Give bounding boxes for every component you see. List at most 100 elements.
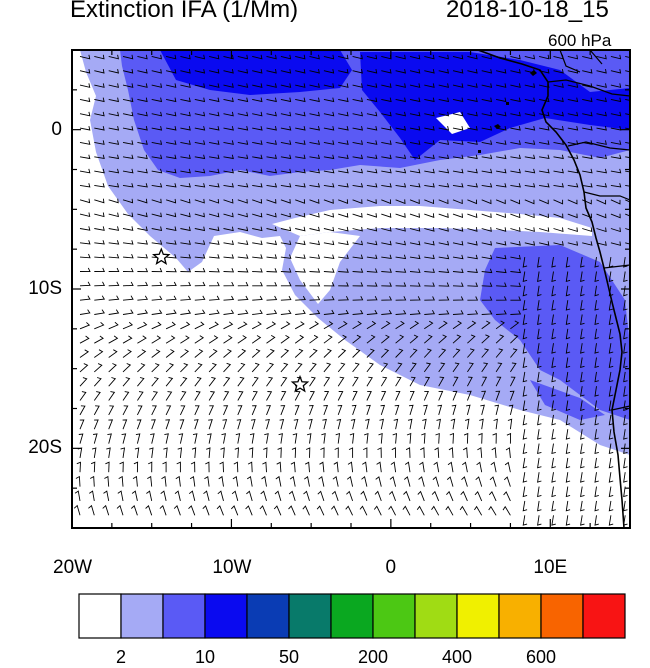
- wind-barb: [165, 335, 176, 344]
- wind-barb: [351, 404, 357, 416]
- wind-barb: [446, 476, 454, 487]
- wind-barb: [108, 183, 120, 188]
- wind-barb: [151, 183, 163, 188]
- wind-barb: [438, 348, 447, 358]
- wind-barb: [323, 83, 335, 88]
- wind-barb: [94, 226, 105, 231]
- wind-barb: [194, 125, 206, 131]
- wind-barb: [409, 83, 421, 88]
- wind-barb: [452, 376, 459, 387]
- station-markers: [152, 247, 310, 393]
- wind-barb: [580, 357, 585, 369]
- wind-barb: [495, 320, 505, 330]
- wind-barb: [352, 348, 361, 358]
- wind-barb: [424, 254, 435, 260]
- wind-barb: [208, 391, 216, 401]
- wind-barb: [450, 418, 456, 430]
- wind-barb: [159, 504, 167, 516]
- wind-barb: [219, 461, 224, 473]
- wind-barb: [223, 391, 230, 401]
- wind-barb: [380, 390, 387, 401]
- wind-barb: [280, 376, 288, 387]
- wind-barb: [352, 282, 364, 287]
- wind-barb: [420, 447, 425, 458]
- wind-barb: [122, 154, 134, 160]
- wind-barb: [437, 404, 443, 416]
- wind-barb: [323, 97, 335, 103]
- wind-barb: [280, 391, 287, 401]
- wind-barb: [551, 300, 556, 311]
- wind-barb: [395, 240, 406, 246]
- wind-barb: [608, 500, 614, 512]
- wind-barb: [452, 168, 464, 174]
- wind-barb: [625, 55, 630, 59]
- wind-barb: [551, 515, 556, 526]
- wind-barb: [79, 419, 85, 430]
- wind-barb: [565, 328, 571, 340]
- wind-barb: [381, 213, 392, 218]
- wind-barb: [194, 281, 206, 287]
- wind-barb: [137, 198, 148, 204]
- wind-barb: [223, 376, 231, 387]
- wind-barb: [106, 447, 111, 458]
- wind-barb: [623, 457, 628, 469]
- wind-barb: [266, 240, 278, 246]
- wind-barb: [180, 391, 187, 401]
- wind-barb: [409, 254, 421, 260]
- wind-barb: [625, 170, 630, 173]
- wind-barb: [376, 461, 382, 473]
- wind-barb: [194, 362, 203, 373]
- wind-barb: [151, 226, 163, 231]
- wind-barb: [309, 54, 320, 60]
- wind-barb: [565, 343, 571, 354]
- wind-barb: [435, 432, 440, 444]
- wind-barb: [122, 168, 134, 174]
- wind-barb: [381, 240, 392, 246]
- wind-barb: [194, 321, 205, 330]
- wind-barb: [180, 376, 188, 387]
- wind-barb: [237, 348, 247, 358]
- pressure-level-label: 600 hPa: [548, 31, 612, 50]
- wind-barb: [137, 97, 148, 103]
- wind-barb: [137, 254, 148, 259]
- wind-barb: [94, 349, 104, 358]
- wind-barb: [323, 348, 332, 358]
- wind-barb: [208, 69, 220, 74]
- wind-barb: [608, 314, 614, 326]
- wind-barb: [237, 69, 249, 74]
- wind-barb: [137, 125, 148, 131]
- wind-barb: [438, 310, 450, 315]
- wind-barb: [273, 505, 282, 516]
- wind-barb: [438, 69, 449, 74]
- wind-barb: [180, 335, 190, 344]
- wind-barb: [524, 125, 536, 131]
- wind-barb: [381, 140, 392, 145]
- wind-barb: [208, 335, 219, 344]
- wind-barb: [137, 391, 144, 401]
- wind-barb: [381, 154, 392, 160]
- star-marker: [290, 374, 310, 393]
- wind-barb: [467, 213, 478, 219]
- wind-barb: [467, 183, 478, 188]
- wind-barb: [625, 199, 630, 203]
- wind-barb: [122, 226, 134, 231]
- wind-barb: [610, 125, 622, 131]
- wind-barb: [565, 515, 571, 526]
- wind-barb: [335, 432, 341, 444]
- wind-barb: [580, 400, 585, 412]
- wind-barb: [452, 362, 460, 373]
- wind-barb: [625, 228, 630, 231]
- wind-barb: [194, 83, 206, 88]
- wind-barb: [596, 183, 608, 188]
- wind-barb: [438, 125, 450, 131]
- wind-barb: [252, 111, 263, 117]
- wind-barb: [496, 111, 507, 117]
- wind-barb: [551, 400, 556, 412]
- wind-barb: [94, 97, 105, 103]
- wind-barb: [596, 69, 607, 74]
- wind-barb: [295, 295, 306, 301]
- wind-barb: [295, 254, 306, 259]
- wind-barb: [302, 505, 310, 516]
- wind-barb: [137, 349, 147, 358]
- wind-barb: [94, 281, 106, 287]
